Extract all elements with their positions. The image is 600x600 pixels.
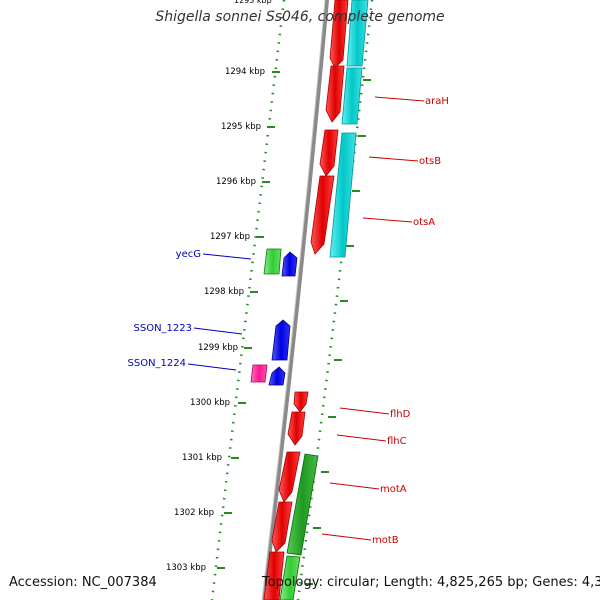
forward-genes — [263, 0, 349, 600]
gene-yecg-green — [263, 248, 282, 275]
green-track — [279, 453, 319, 600]
label-sson-1224[interactable]: SSON_1224 — [128, 358, 187, 369]
genome-backbone-highlight — [261, 0, 326, 600]
label-otsb[interactable]: otsB — [419, 156, 441, 167]
gene-arah-cluster — [329, 0, 349, 69]
genome-backbone — [262, 0, 329, 600]
gene-mota — [278, 451, 301, 503]
leader-flhc — [336, 434, 387, 442]
leader-mota — [329, 482, 380, 490]
gene-flhd — [293, 391, 309, 413]
inner-tick-ring — [210, 0, 286, 600]
topology-text: Topology: circular; Length: 4,825,265 bp… — [262, 575, 600, 590]
gene-otsb — [319, 129, 339, 177]
gene-yecg — [281, 251, 298, 277]
leader-flhd — [339, 407, 390, 415]
tick-label-1300: 1300 kbp — [190, 398, 230, 408]
tick-label-partial: 1293 kbp — [234, 0, 272, 5]
leader-otsa — [362, 217, 413, 223]
tick-label-1302: 1302 kbp — [174, 508, 214, 518]
gene-bottom-red — [263, 551, 285, 600]
map-title: Shigella sonnei Ss046, complete genome — [155, 9, 445, 25]
gene-arah — [325, 65, 345, 123]
outer-major-ticks — [305, 79, 371, 585]
tick-label-1299: 1299 kbp — [198, 343, 238, 353]
gene-motb — [271, 501, 293, 553]
leader-otsb — [368, 156, 419, 162]
gene-flhc — [287, 411, 306, 446]
cyan-track — [329, 0, 369, 258]
label-arah[interactable]: araH — [425, 96, 449, 107]
gene-sson-1224 — [268, 366, 286, 386]
leader-yecg — [202, 253, 252, 260]
outer-tick-ring — [296, 0, 374, 600]
leader-arah — [374, 96, 425, 102]
inner-major-ticks — [217, 71, 280, 569]
leader-motb — [321, 533, 372, 541]
label-mota[interactable]: motA — [380, 484, 407, 495]
gene-otsa — [310, 175, 335, 255]
tick-label-1298: 1298 kbp — [204, 287, 244, 297]
label-flhd[interactable]: flhD — [390, 409, 411, 420]
tick-label-1295: 1295 kbp — [221, 122, 261, 132]
tick-label-1297: 1297 kbp — [210, 232, 250, 242]
leader-sson-1223 — [193, 327, 243, 335]
accession-text: Accession: NC_007384 — [9, 575, 157, 590]
tick-label-1294: 1294 kbp — [225, 67, 265, 77]
label-flhc[interactable]: flhC — [387, 436, 407, 447]
gene-sson-1223 — [271, 319, 291, 361]
reverse-genes — [250, 248, 298, 386]
label-otsa[interactable]: otsA — [413, 217, 435, 228]
label-yecg[interactable]: yecG — [176, 249, 201, 260]
label-motb[interactable]: motB — [372, 535, 399, 546]
leader-sson-1224 — [187, 363, 237, 371]
tick-label-1303: 1303 kbp — [166, 563, 206, 573]
label-sson-1223[interactable]: SSON_1223 — [134, 323, 193, 334]
tick-label-1296: 1296 kbp — [216, 177, 256, 187]
gene-sson-1224-pink — [250, 364, 268, 383]
tick-label-1301: 1301 kbp — [182, 453, 222, 463]
